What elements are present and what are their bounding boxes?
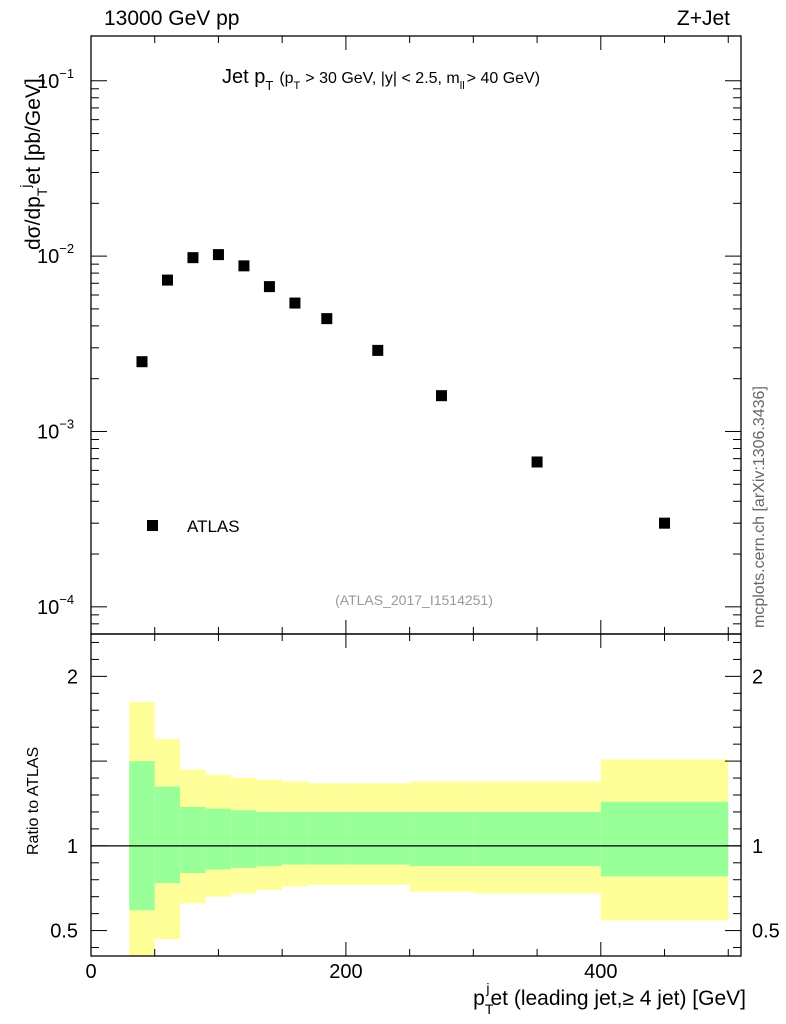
ratio-band-inner-0 — [129, 761, 155, 911]
x-tick-label-0: 0 — [85, 961, 96, 983]
x-tick-label-1: 200 — [329, 961, 362, 983]
data-point-2 — [187, 252, 199, 264]
data-point-11 — [659, 517, 671, 529]
ylabel-top-b: et [pb/GeV] — [22, 78, 45, 184]
ratio-band-inner-6 — [282, 811, 308, 865]
ratio-bands — [129, 701, 729, 956]
data-point-6 — [289, 297, 301, 309]
main-plot-frame — [90, 35, 742, 635]
ratio-band-inner-10 — [473, 811, 601, 867]
xlabel-sup: j — [485, 980, 489, 996]
ylabel-top-sup: j — [17, 184, 33, 188]
plot-title-main-sub: T — [265, 78, 273, 93]
tick-labels: 10−1 10−2 10−3 10−4 2 2 1 1 0.5 0.5 0 200 400 — [37, 66, 780, 983]
data-point-0 — [136, 356, 148, 368]
legend-marker — [147, 520, 158, 531]
ylabel-top: dσ/dpTjet [pb/GeV] — [17, 78, 50, 250]
plot-title-mid-sub: ll — [460, 80, 465, 92]
data-point-3 — [212, 249, 224, 261]
y-tick-label-bottom-left-2: 0.5 — [50, 921, 78, 943]
ratio-band-inner-3 — [205, 808, 232, 870]
y-tick-label-top-1: 10−2 — [37, 241, 74, 268]
xlabel-sub: T — [485, 1001, 494, 1017]
y-tick-label-top-2: 10−3 — [37, 416, 74, 443]
ylabel-bottom: Ratio to ATLAS — [25, 747, 42, 855]
plot-title-close: > 40 GeV) — [467, 70, 540, 87]
analysis-id: (ATLAS_2017_I1514251) — [335, 592, 493, 608]
data-point-8 — [372, 344, 384, 356]
ratio-plot-frame — [90, 633, 742, 957]
data-point-4 — [238, 260, 250, 272]
y-tick-label-top-3: 10−4 — [37, 592, 74, 619]
side-label: mcplots.cern.ch [arXiv:1306.3436] — [751, 386, 768, 628]
plot-title-mid: > 30 GeV, |y| < 2.5, m — [305, 70, 459, 87]
y-tick-label-bottom-left-1: 1 — [67, 836, 78, 858]
y-tick-label-bottom-left-0: 2 — [67, 666, 78, 688]
ratio-band-inner-2 — [180, 806, 206, 873]
ratio-band-inner-4 — [231, 810, 257, 868]
data-point-7 — [321, 313, 333, 325]
y-tick-label-bottom-right-0: 2 — [752, 666, 763, 688]
ratio-band-inner-5 — [256, 811, 283, 867]
ratio-band-inner-7 — [307, 811, 346, 865]
data-points — [136, 249, 671, 529]
plot-title-main: Jet p — [222, 66, 265, 88]
y-tick-label-bottom-right-1: 1 — [752, 836, 763, 858]
xlabel: pTjet (leading jet,≥ 4 jet) [GeV] — [473, 980, 746, 1017]
xlabel-b: et (leading jet,≥ 4 jet) [GeV] — [491, 987, 747, 1010]
ratio-band-inner-9 — [409, 811, 474, 867]
xlabel-a: p — [473, 987, 485, 1010]
data-point-5 — [263, 281, 275, 293]
plot-title-open-sub: T — [294, 80, 301, 92]
legend-label: ATLAS — [187, 517, 240, 536]
ylabel-top-sub: T — [34, 187, 50, 196]
plot-title: Jet pT (pT > 30 GeV, |y| < 2.5, mll > 40 Ge… — [222, 66, 540, 93]
y-tick-label-top-0: 10−1 — [37, 66, 74, 93]
ratio-band-inner-8 — [345, 811, 410, 865]
header-right: Z+Jet — [677, 7, 730, 30]
data-point-9 — [435, 390, 447, 402]
plot-title-open: (p — [279, 70, 293, 87]
x-tick-label-2: 400 — [584, 961, 617, 983]
ratio-band-inner-1 — [154, 786, 181, 884]
header-left: 13000 GeV pp — [104, 7, 239, 30]
data-point-1 — [161, 274, 173, 286]
y-tick-label-bottom-right-2: 0.5 — [752, 921, 780, 943]
data-point-10 — [531, 456, 543, 468]
ylabel-top-a: dσ/dp — [22, 196, 45, 250]
ratio-band-inner-11 — [600, 801, 729, 877]
